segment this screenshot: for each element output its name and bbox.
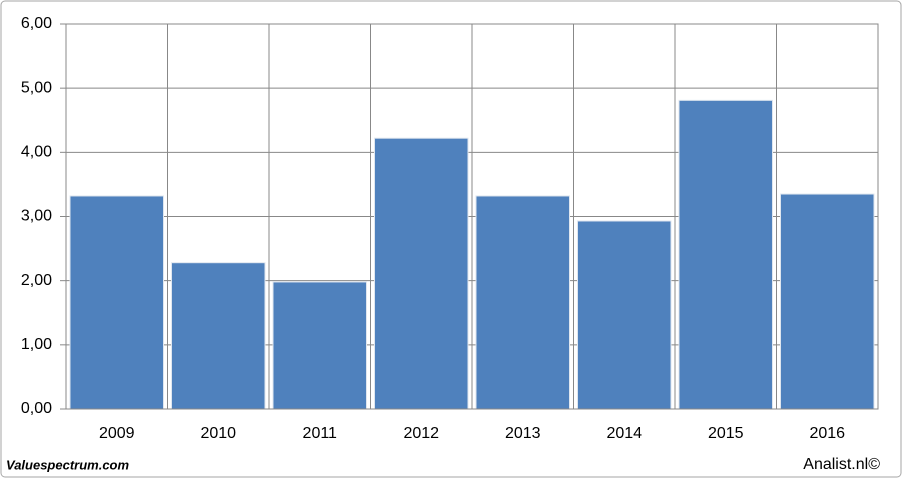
bar	[171, 262, 266, 410]
credit: Analist.nl©	[803, 456, 880, 473]
bar	[678, 99, 773, 410]
x-tick-label: 2011	[303, 425, 338, 442]
y-tick-label: 0,00	[21, 400, 52, 417]
source: Valuespectrum.com	[6, 457, 130, 472]
bar	[475, 195, 570, 410]
y-tick-label: 4,00	[21, 144, 52, 161]
bar	[780, 193, 875, 410]
bar	[272, 281, 367, 410]
bar	[69, 195, 164, 410]
x-tick-label: 2014	[606, 425, 642, 442]
x-tick-label: 2012	[403, 425, 439, 442]
x-tick-label: 2013	[505, 425, 541, 442]
x-tick-label: 2016	[809, 425, 845, 442]
y-tick-label: 5,00	[21, 79, 52, 96]
x-tick-label: 2009	[99, 425, 135, 442]
x-tick-label: 2010	[200, 425, 236, 442]
bar	[577, 220, 672, 410]
x-tick-label: 2015	[708, 425, 744, 442]
y-tick-label: 3,00	[21, 208, 52, 225]
y-tick-label: 2,00	[21, 272, 52, 289]
y-tick-label: 1,00	[21, 336, 52, 353]
bar	[374, 137, 469, 410]
y-tick-label: 6,00	[21, 15, 52, 32]
